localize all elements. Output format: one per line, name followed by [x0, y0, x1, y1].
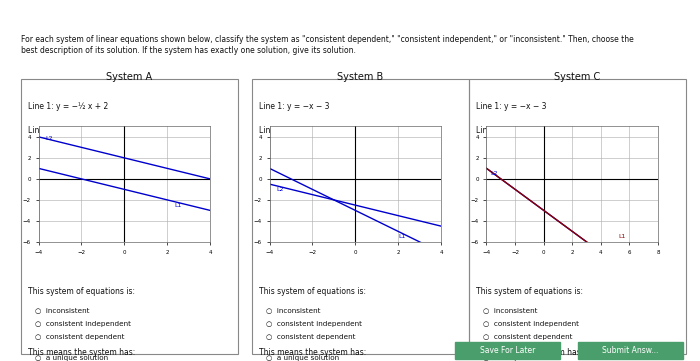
Text: Line 1: y = −x − 3: Line 1: y = −x − 3: [259, 103, 330, 112]
Text: This system of equations is:: This system of equations is:: [476, 287, 583, 296]
Bar: [252, 79, 469, 354]
Text: This means the system has:: This means the system has:: [28, 348, 135, 357]
Text: L2: L2: [46, 136, 53, 142]
Text: System C: System C: [554, 72, 601, 82]
Text: Line 1: y = −x − 3: Line 1: y = −x − 3: [476, 103, 547, 112]
Text: Line 2: y = −½ x − 1: Line 2: y = −½ x − 1: [28, 126, 108, 135]
Bar: [469, 79, 686, 354]
Text: Submit Answ...: Submit Answ...: [602, 346, 658, 355]
Text: ○  consistent independent: ○ consistent independent: [483, 321, 579, 327]
Text: L2: L2: [490, 171, 498, 176]
Text: L1: L1: [174, 203, 181, 208]
Text: ○  consistent dependent: ○ consistent dependent: [266, 334, 356, 340]
Text: Save For Later: Save For Later: [480, 346, 536, 355]
Text: This means the system has:: This means the system has:: [259, 348, 366, 357]
Text: Line 2: x + y = −3: Line 2: x + y = −3: [476, 126, 547, 135]
Text: Expan: Expan: [651, 8, 679, 17]
Bar: [578, 342, 682, 359]
Text: ○  consistent independent: ○ consistent independent: [35, 321, 131, 327]
Text: ○  a unique solution: ○ a unique solution: [483, 355, 556, 361]
Text: ○  inconsistent: ○ inconsistent: [483, 307, 538, 313]
Text: For each system of linear equations shown below, classify the system as "consist: For each system of linear equations show…: [21, 35, 634, 55]
Text: This system of equations is:: This system of equations is:: [28, 287, 135, 296]
Text: This means the system has:: This means the system has:: [476, 348, 583, 357]
Text: System A: System A: [106, 72, 153, 82]
Text: ○  inconsistent: ○ inconsistent: [35, 307, 90, 313]
Text: Line 1: y = −½ x + 2: Line 1: y = −½ x + 2: [28, 103, 108, 112]
Text: System B: System B: [337, 72, 384, 82]
Text: ○  consistent dependent: ○ consistent dependent: [483, 334, 573, 340]
Text: ○  consistent independent: ○ consistent independent: [266, 321, 362, 327]
Text: Line 2: y = −½ x − ⁵⁄₂: Line 2: y = −½ x − ⁵⁄₂: [259, 126, 342, 135]
Bar: [455, 342, 560, 359]
Text: This system of equations is:: This system of equations is:: [259, 287, 366, 296]
Text: ○  a unique solution: ○ a unique solution: [35, 355, 108, 361]
Text: ○  consistent dependent: ○ consistent dependent: [35, 334, 125, 340]
Text: L1: L1: [619, 234, 626, 239]
Text: L1: L1: [399, 234, 406, 239]
Text: ○  a unique solution: ○ a unique solution: [266, 355, 339, 361]
Bar: [21, 79, 238, 354]
Text: L2: L2: [276, 187, 284, 192]
Text: Question 2 of 3 (1 point) | Question Attempts: For Unlimited: Question 2 of 3 (1 point) | Question Att…: [7, 8, 279, 17]
Text: ○  inconsistent: ○ inconsistent: [266, 307, 321, 313]
